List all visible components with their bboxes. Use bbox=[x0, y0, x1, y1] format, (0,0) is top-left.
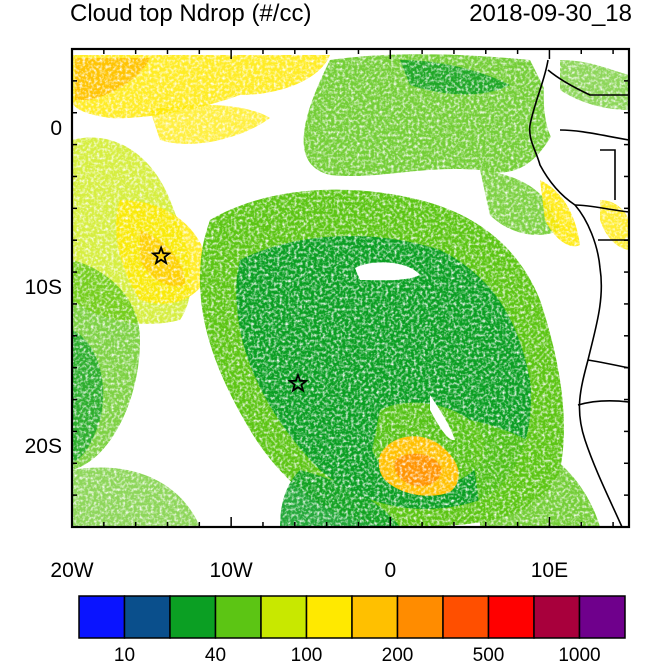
x-tick-label: 0 bbox=[384, 559, 397, 582]
cloud-field bbox=[72, 49, 629, 527]
colorbar-swatch bbox=[442, 595, 490, 639]
colorbar-swatch bbox=[260, 595, 308, 639]
y-tick-label: 0 bbox=[50, 116, 62, 140]
colorbar-label: 40 bbox=[204, 645, 227, 666]
colorbar-swatch bbox=[351, 595, 399, 639]
coastline bbox=[528, 59, 629, 527]
colorbar-label: 10 bbox=[113, 645, 136, 666]
colorbar-swatch bbox=[578, 595, 626, 639]
plot-frame bbox=[70, 47, 631, 529]
colorbar-swatch bbox=[487, 595, 535, 639]
colorbar-swatch bbox=[78, 595, 126, 639]
colorbar-swatch bbox=[123, 595, 171, 639]
colorbar-label: 1000 bbox=[558, 645, 601, 666]
x-tick-label: 10E bbox=[530, 559, 569, 582]
star-marker bbox=[150, 245, 172, 266]
colorbar-swatch bbox=[305, 595, 353, 639]
colorbar-swatch bbox=[533, 595, 581, 639]
colorbar-label: 100 bbox=[290, 645, 323, 666]
x-tick-label: 20W bbox=[50, 559, 94, 582]
y-tick-label: 20S bbox=[24, 435, 62, 459]
colorbar-swatch bbox=[396, 595, 444, 639]
colorbar-swatch bbox=[169, 595, 217, 639]
colorbar-label: 500 bbox=[472, 645, 505, 666]
colorbar bbox=[78, 595, 626, 639]
colorbar-label: 200 bbox=[381, 645, 414, 666]
star-marker bbox=[287, 372, 309, 393]
map-title: Cloud top Ndrop (#/cc) bbox=[70, 0, 312, 27]
y-tick-label: 10S bbox=[24, 276, 62, 299]
colorbar-swatch bbox=[214, 595, 262, 639]
map-timestamp: 2018-09-30_18 bbox=[469, 0, 632, 27]
axis-ticks bbox=[71, 48, 629, 528]
x-tick-label: 10W bbox=[209, 559, 253, 582]
markers bbox=[150, 245, 309, 393]
